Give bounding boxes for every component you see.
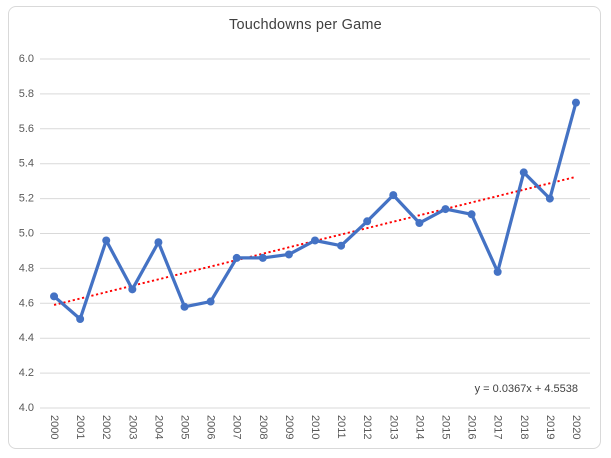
data-point-marker [545,194,554,203]
y-tick-label: 4.4 [19,332,34,344]
x-axis-labels: 2000 2001 2002 2003 2004 2005 2006 2007 2008 2009… [48,415,582,439]
data-point-marker [311,236,319,245]
series-markers [50,98,580,324]
data-point-marker [154,238,163,247]
y-tick-label: 5.4 [19,158,34,170]
chart-title: Touchdowns per Game [229,17,382,33]
data-point-marker [337,241,346,250]
x-tick-label: 2006 [205,415,217,439]
data-point-marker [284,250,293,259]
y-tick-label: 5.6 [19,123,34,135]
y-tick-label: 4.2 [19,367,34,379]
data-point-marker [467,210,476,219]
data-point-marker [206,297,215,306]
y-tick-label: 4.8 [19,262,34,274]
x-tick-label: 2000 [48,415,60,439]
x-tick-label: 2018 [518,415,530,439]
data-point-marker [50,292,59,301]
x-tick-label: 2012 [361,415,373,439]
x-tick-label: 2007 [231,415,243,439]
x-tick-label: 2010 [309,415,321,439]
x-tick-label: 2013 [387,415,399,439]
y-tick-label: 4.0 [19,402,34,414]
y-tick-label: 5.2 [19,193,34,205]
chart-frame [8,6,601,449]
data-point-marker [76,315,85,324]
data-point-marker [389,191,398,200]
data-point-marker [128,285,137,294]
data-point-marker [180,302,189,311]
y-tick-label: 6.0 [19,53,34,65]
data-point-marker [493,267,502,276]
x-tick-label: 2016 [466,415,478,439]
data-point-marker [519,168,528,177]
y-tick-label: 4.6 [19,297,34,309]
x-tick-label: 2011 [335,415,347,439]
x-tick-label: 2017 [492,415,504,439]
x-tick-label: 2019 [544,415,556,439]
data-point-marker [258,253,267,262]
trendline-equation-label: y = 0.0367x + 4.5538 [474,383,578,395]
x-tick-label: 2002 [100,415,112,439]
x-tick-label: 2015 [439,415,451,439]
x-tick-label: 2014 [413,415,425,439]
data-point-marker [415,219,424,228]
x-tick-label: 2009 [283,415,295,439]
data-point-marker [441,205,450,214]
x-tick-label: 2008 [257,415,269,439]
x-tick-label: 2001 [74,415,86,439]
x-tick-label: 2003 [126,415,138,439]
trendline [53,175,577,306]
y-axis-labels: 6.0 5.8 5.6 5.4 5.2 5.0 4.8 4.6 4.4 4.2 4.0 [19,53,34,414]
data-point-marker [363,217,372,226]
data-point-marker [571,98,580,107]
y-tick-label: 5.8 [19,88,34,100]
x-tick-label: 2004 [152,415,164,439]
y-tick-label: 5.0 [19,228,34,240]
x-tick-label: 2020 [570,415,582,439]
data-point-marker [102,236,111,245]
data-point-marker [232,253,241,262]
x-tick-label: 2005 [179,415,191,439]
